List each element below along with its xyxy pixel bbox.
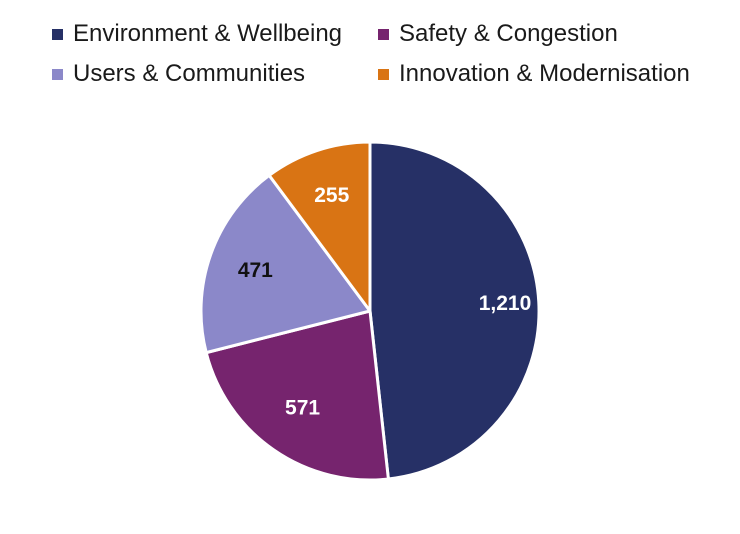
legend-label-users-communities: Users & Communities	[73, 60, 306, 87]
data-label-environment-wellbeing: 1,210	[479, 292, 532, 315]
legend-swatch-safety-congestion	[378, 28, 389, 40]
data-label-users-communities: 471	[238, 259, 273, 282]
pie-slice-users-communities	[199, 173, 372, 355]
legend-label-environment-wellbeing: Environment & Wellbeing	[73, 20, 343, 47]
legend-item-safety-congestion: Safety & Congestion	[378, 20, 618, 48]
legend-swatch-innovation-modernisation	[378, 68, 389, 80]
pie-slice-innovation-modernisation	[267, 140, 372, 313]
legend-item-innovation-modernisation: Innovation & Modernisation	[378, 60, 690, 88]
data-label-safety-congestion: 571	[285, 397, 320, 420]
legend-swatch-environment-wellbeing	[52, 28, 63, 40]
legend-label-safety-congestion: Safety & Congestion	[399, 20, 618, 47]
pie-slice-safety-congestion	[204, 309, 390, 482]
legend-item-users-communities: Users & Communities	[52, 60, 305, 88]
legend-item-environment-wellbeing: Environment & Wellbeing	[52, 20, 342, 48]
pie-slice-environment-wellbeing	[368, 140, 541, 481]
legend-label-innovation-modernisation: Innovation & Modernisation	[399, 60, 690, 87]
data-label-innovation-modernisation: 255	[314, 184, 349, 207]
legend-swatch-users-communities	[52, 68, 63, 80]
chart-legend: Environment & Wellbeing Safety & Congest…	[0, 0, 740, 110]
